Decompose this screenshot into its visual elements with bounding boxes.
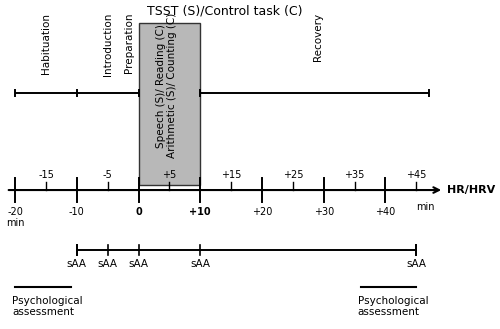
Text: +35: +35 xyxy=(344,170,364,180)
Text: Introduction: Introduction xyxy=(102,13,113,76)
Text: sAA: sAA xyxy=(190,259,210,269)
Text: -5: -5 xyxy=(103,170,113,180)
Text: +40: +40 xyxy=(376,207,396,217)
Text: Psychological
assessment: Psychological assessment xyxy=(12,295,82,317)
Text: sAA: sAA xyxy=(406,259,426,269)
Text: sAA: sAA xyxy=(67,259,87,269)
Text: +10: +10 xyxy=(190,207,211,217)
Text: HR/HRV: HR/HRV xyxy=(447,185,496,195)
Text: Recovery: Recovery xyxy=(312,13,322,61)
Text: min: min xyxy=(416,202,435,212)
Text: Psychological
assessment: Psychological assessment xyxy=(358,295,428,317)
Text: -15: -15 xyxy=(38,170,54,180)
Text: -20
min: -20 min xyxy=(6,207,25,228)
Text: +25: +25 xyxy=(282,170,303,180)
Text: TSST (S)/Control task (C): TSST (S)/Control task (C) xyxy=(147,5,302,17)
Text: Habituation: Habituation xyxy=(41,13,51,74)
Text: 0: 0 xyxy=(135,207,142,217)
Text: +15: +15 xyxy=(221,170,242,180)
Text: +30: +30 xyxy=(314,207,334,217)
Text: +5: +5 xyxy=(162,170,176,180)
Text: Preparation: Preparation xyxy=(124,13,134,73)
Text: Speech (S)/ Reading (C)
Arithmetic (S)/ Counting (C): Speech (S)/ Reading (C) Arithmetic (S)/ … xyxy=(156,13,177,158)
Bar xyxy=(138,23,200,185)
Text: sAA: sAA xyxy=(128,259,148,269)
Text: -10: -10 xyxy=(69,207,84,217)
Text: sAA: sAA xyxy=(98,259,117,269)
Text: +45: +45 xyxy=(406,170,426,180)
Text: +20: +20 xyxy=(252,207,272,217)
